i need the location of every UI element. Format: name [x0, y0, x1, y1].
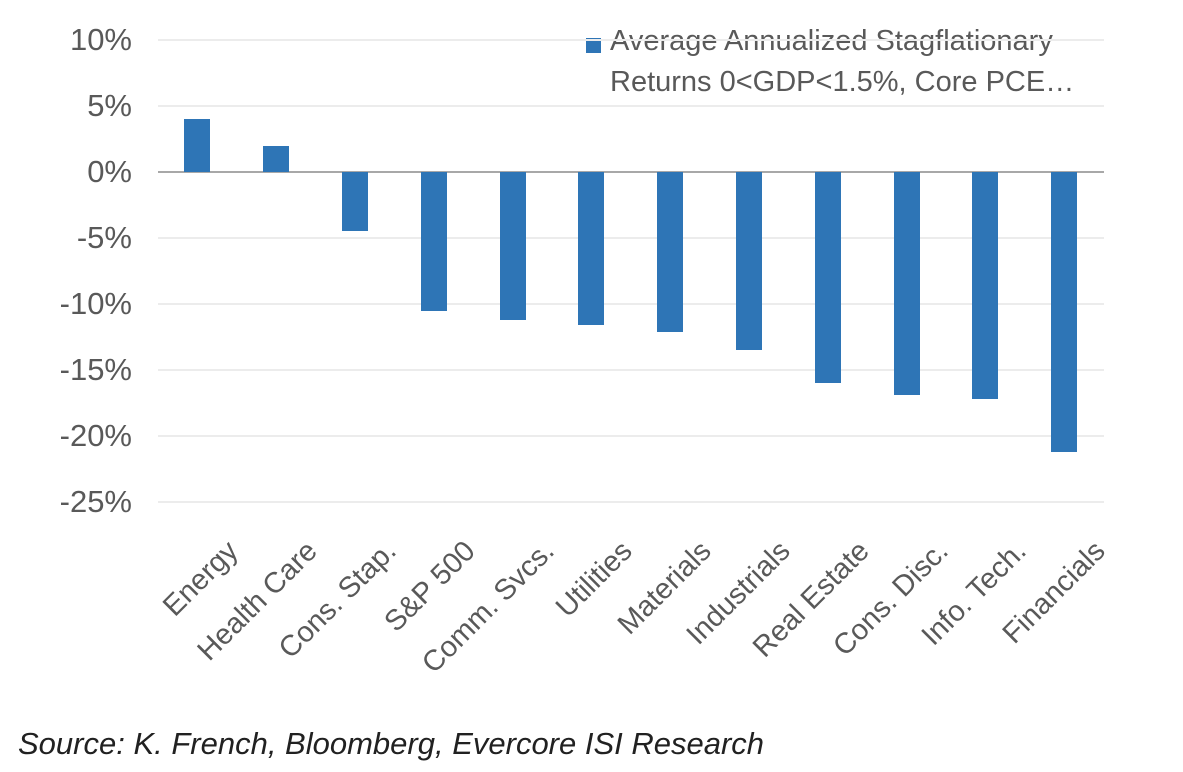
- gridline: [158, 369, 1104, 371]
- y-tick-label: -20%: [59, 418, 132, 453]
- bar-industrials: [736, 172, 762, 351]
- legend-label-line1: Average Annualized Stagflationary: [610, 25, 1053, 57]
- y-tick-label: -10%: [59, 286, 132, 321]
- y-tick-label: -5%: [76, 220, 132, 255]
- zero-axis-line: [158, 171, 1104, 173]
- bar-real-estate: [814, 172, 841, 384]
- y-tick-label: 10%: [69, 22, 132, 57]
- y-tick-label: -15%: [59, 352, 132, 387]
- bar-materials: [657, 172, 684, 332]
- legend-label: Average Annualized Stagflationary Return…: [610, 21, 1074, 103]
- y-tick-label: 5%: [87, 88, 132, 123]
- bar-cons-disc: [893, 172, 920, 396]
- bar-info-tech: [972, 172, 999, 400]
- bar-utilities: [578, 172, 605, 326]
- gridline: [158, 39, 1104, 41]
- y-tick-label: -25%: [59, 484, 132, 519]
- gridline: [158, 237, 1104, 239]
- bar-energy: [184, 119, 211, 172]
- gridline: [158, 105, 1104, 107]
- bar-s-p-500: [420, 172, 447, 311]
- bar-comm-svcs: [499, 172, 526, 320]
- bar-health-care: [263, 145, 290, 172]
- bar-cons-stap: [342, 172, 368, 232]
- gridline: [158, 501, 1104, 503]
- gridline: [158, 435, 1104, 437]
- legend-label-line2: Returns 0<GDP<1.5%, Core PCE…: [610, 66, 1075, 98]
- legend: Average Annualized Stagflationary Return…: [586, 21, 1074, 103]
- y-tick-label: 0%: [87, 154, 132, 189]
- bar-financials: [1051, 172, 1078, 452]
- legend-swatch-icon: [586, 38, 601, 53]
- gridline: [158, 303, 1104, 305]
- source-note: Source: K. French, Bloomberg, Evercore I…: [18, 726, 765, 761]
